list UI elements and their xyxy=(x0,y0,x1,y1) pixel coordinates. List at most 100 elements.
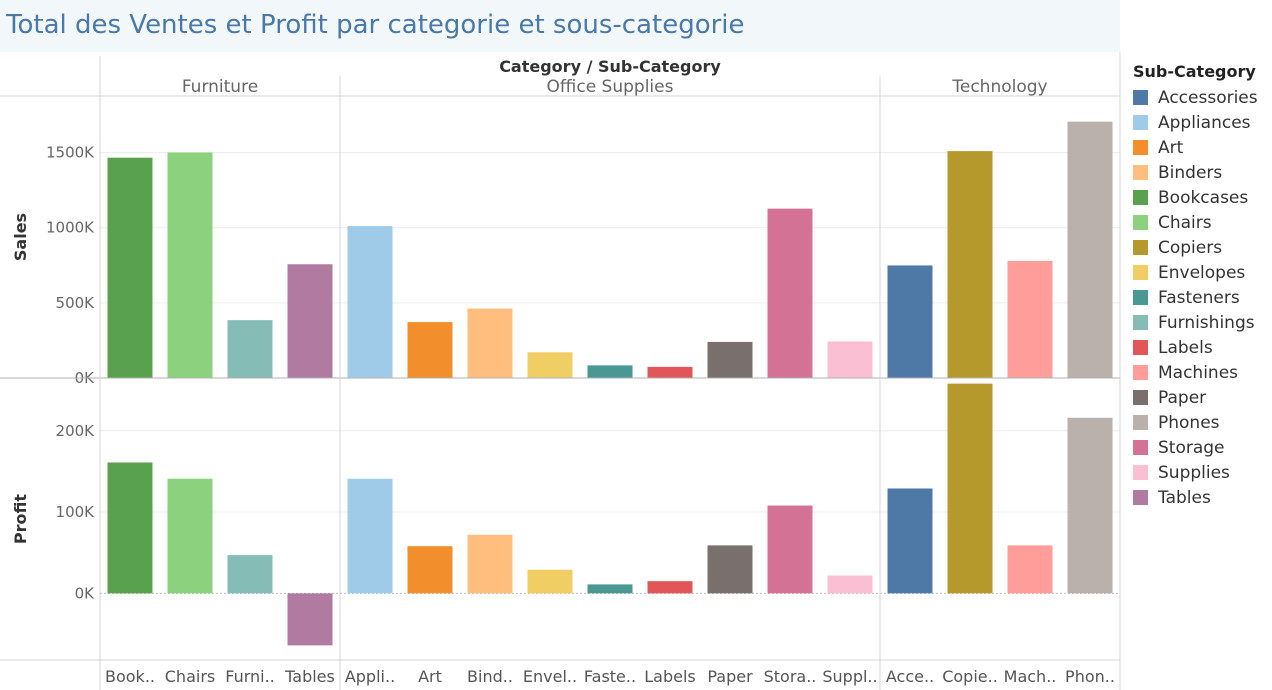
bar-profit-paper xyxy=(707,545,753,594)
bar-sales-storage xyxy=(767,208,813,378)
legend-item-furnishings[interactable]: Furnishings xyxy=(1133,310,1258,335)
x-tick-label: Acce.. xyxy=(886,667,934,686)
legend-label: Art xyxy=(1158,137,1184,158)
x-tick-label: Art xyxy=(418,667,442,686)
category-header-office-supplies: Office Supplies xyxy=(547,77,674,97)
bar-profit-supplies xyxy=(827,575,873,594)
x-tick-label: Chairs xyxy=(165,667,215,686)
legend-swatch xyxy=(1133,490,1148,505)
chart-title: Total des Ventes et Profit par categorie… xyxy=(6,10,745,40)
legend-label: Appliances xyxy=(1158,112,1251,133)
legend: Sub-Category Accessories Appliances Art Bin… xyxy=(1133,62,1258,510)
y-tick-label-profit: 200K xyxy=(56,422,96,440)
bar-sales-machines xyxy=(1007,260,1053,378)
legend-item-phones[interactable]: Phones xyxy=(1133,410,1258,435)
legend-swatch xyxy=(1133,240,1148,255)
x-tick-label: Appli.. xyxy=(345,667,395,686)
y-axis-label-sales: Sales xyxy=(11,213,30,261)
x-tick-label: Labels xyxy=(644,667,696,686)
bar-sales-binders xyxy=(467,308,513,378)
legend-label: Phones xyxy=(1158,412,1220,433)
bar-profit-copiers xyxy=(947,383,993,594)
y-axis-label-profit: Profit xyxy=(11,494,30,544)
legend-label: Chairs xyxy=(1158,212,1212,233)
legend-swatch xyxy=(1133,340,1148,355)
legend-item-art[interactable]: Art xyxy=(1133,135,1258,160)
legend-item-supplies[interactable]: Supplies xyxy=(1133,460,1258,485)
legend-item-envelopes[interactable]: Envelopes xyxy=(1133,260,1258,285)
bar-profit-accessories xyxy=(887,488,933,594)
bar-profit-fasteners xyxy=(587,584,633,594)
bar-sales-bookcases xyxy=(107,157,153,378)
bar-profit-art xyxy=(407,546,453,594)
bar-profit-envelopes xyxy=(527,569,573,594)
legend-swatch xyxy=(1133,140,1148,155)
legend-item-accessories[interactable]: Accessories xyxy=(1133,85,1258,110)
bar-sales-phones xyxy=(1067,121,1113,378)
category-header-technology: Technology xyxy=(951,77,1047,97)
x-tick-label: Suppl.. xyxy=(822,667,877,686)
legend-label: Fasteners xyxy=(1158,287,1240,308)
x-tick-label: Paper xyxy=(707,667,753,686)
bar-sales-tables xyxy=(287,264,333,378)
legend-swatch xyxy=(1133,290,1148,305)
legend-swatch xyxy=(1133,115,1148,130)
legend-label: Tables xyxy=(1158,487,1211,508)
x-tick-label: Mach.. xyxy=(1004,667,1057,686)
bar-profit-labels xyxy=(647,581,693,594)
bar-profit-binders xyxy=(467,534,513,594)
legend-item-copiers[interactable]: Copiers xyxy=(1133,235,1258,260)
y-tick-label-profit: 100K xyxy=(56,503,96,521)
x-tick-label: Tables xyxy=(284,667,335,686)
bar-profit-bookcases xyxy=(107,462,153,594)
bar-profit-storage xyxy=(767,505,813,594)
legend-item-binders[interactable]: Binders xyxy=(1133,160,1258,185)
legend-item-storage[interactable]: Storage xyxy=(1133,435,1258,460)
bar-sales-labels xyxy=(647,366,693,378)
legend-label: Machines xyxy=(1158,362,1239,383)
y-tick-label-sales: 1500K xyxy=(46,144,95,162)
category-header-furniture: Furniture xyxy=(182,77,258,97)
legend-label: Binders xyxy=(1158,162,1223,183)
bar-sales-art xyxy=(407,322,453,378)
bar-sales-paper xyxy=(707,341,753,378)
title-bar: Total des Ventes et Profit par categorie… xyxy=(0,0,1120,52)
legend-swatch xyxy=(1133,390,1148,405)
bar-sales-copiers xyxy=(947,151,993,378)
legend-label: Copiers xyxy=(1158,237,1223,258)
legend-item-paper[interactable]: Paper xyxy=(1133,385,1258,410)
legend-item-appliances[interactable]: Appliances xyxy=(1133,110,1258,135)
x-tick-label: Book.. xyxy=(105,667,155,686)
bar-sales-envelopes xyxy=(527,352,573,378)
legend-label: Storage xyxy=(1158,437,1225,458)
bar-profit-machines xyxy=(1007,545,1053,594)
legend-title: Sub-Category xyxy=(1133,62,1256,81)
legend-item-tables[interactable]: Tables xyxy=(1133,485,1258,510)
legend-swatch xyxy=(1133,365,1148,380)
x-tick-label: Bind.. xyxy=(467,667,513,686)
legend-item-machines[interactable]: Machines xyxy=(1133,360,1258,385)
bar-profit-furnishings xyxy=(227,555,273,594)
legend-swatch xyxy=(1133,190,1148,205)
x-tick-label: Copie.. xyxy=(942,667,998,686)
bar-sales-fasteners xyxy=(587,365,633,378)
x-tick-label: Furni.. xyxy=(225,667,275,686)
legend-swatch xyxy=(1133,90,1148,105)
legend-item-fasteners[interactable]: Fasteners xyxy=(1133,285,1258,310)
x-tick-label: Envel.. xyxy=(523,667,577,686)
legend-label: Supplies xyxy=(1158,462,1230,483)
legend-swatch xyxy=(1133,265,1148,280)
x-tick-label: Phon.. xyxy=(1065,667,1115,686)
legend-item-labels[interactable]: Labels xyxy=(1133,335,1258,360)
bar-profit-tables xyxy=(287,593,333,646)
legend-swatch xyxy=(1133,315,1148,330)
legend-swatch xyxy=(1133,215,1148,230)
legend-item-chairs[interactable]: Chairs xyxy=(1133,210,1258,235)
bar-profit-phones xyxy=(1067,417,1113,594)
legend-item-bookcases[interactable]: Bookcases xyxy=(1133,185,1258,210)
legend-label: Furnishings xyxy=(1158,312,1255,333)
legend-swatch xyxy=(1133,440,1148,455)
y-tick-label-profit: 0K xyxy=(75,584,96,602)
bar-profit-appliances xyxy=(347,478,393,594)
legend-label: Labels xyxy=(1158,337,1213,358)
